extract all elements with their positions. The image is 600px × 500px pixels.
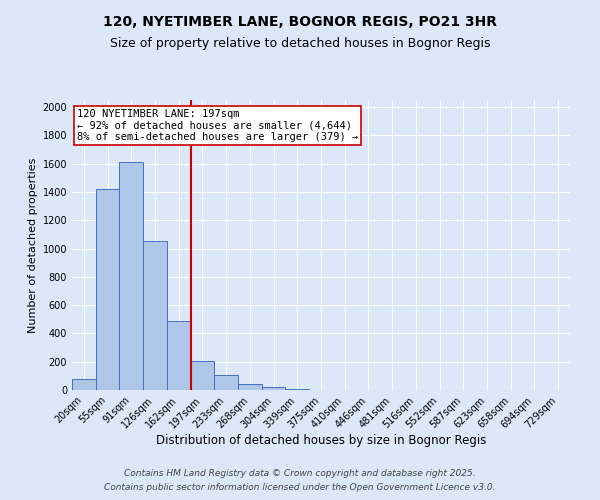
Bar bbox=[119, 162, 143, 390]
Bar bbox=[191, 361, 214, 390]
X-axis label: Distribution of detached houses by size in Bognor Regis: Distribution of detached houses by size … bbox=[156, 434, 486, 447]
Bar bbox=[214, 375, 238, 390]
Y-axis label: Number of detached properties: Number of detached properties bbox=[28, 158, 38, 332]
Bar bbox=[286, 388, 309, 390]
Text: 120 NYETIMBER LANE: 197sqm
← 92% of detached houses are smaller (4,644)
8% of se: 120 NYETIMBER LANE: 197sqm ← 92% of deta… bbox=[77, 108, 358, 142]
Text: Contains HM Land Registry data © Crown copyright and database right 2025.: Contains HM Land Registry data © Crown c… bbox=[124, 468, 476, 477]
Bar bbox=[238, 384, 262, 390]
Bar bbox=[96, 189, 119, 390]
Bar bbox=[167, 320, 191, 390]
Bar bbox=[143, 241, 167, 390]
Text: Contains public sector information licensed under the Open Government Licence v3: Contains public sector information licen… bbox=[104, 484, 496, 492]
Text: Size of property relative to detached houses in Bognor Regis: Size of property relative to detached ho… bbox=[110, 38, 490, 51]
Bar bbox=[72, 378, 96, 390]
Bar bbox=[262, 387, 286, 390]
Text: 120, NYETIMBER LANE, BOGNOR REGIS, PO21 3HR: 120, NYETIMBER LANE, BOGNOR REGIS, PO21 … bbox=[103, 15, 497, 29]
